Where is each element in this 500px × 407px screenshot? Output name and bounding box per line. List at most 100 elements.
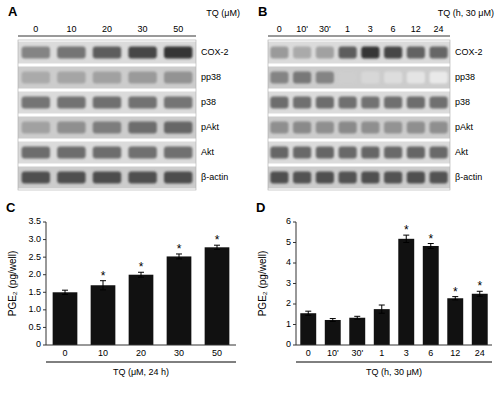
band [384, 171, 402, 183]
band [93, 46, 121, 58]
band [384, 96, 402, 108]
y-axis-line [46, 222, 47, 345]
bars [300, 235, 487, 345]
lane-label: 50 [173, 24, 183, 34]
x-tick-label: 10' [327, 348, 339, 358]
error-cap [379, 313, 385, 314]
error-cap [62, 294, 68, 295]
band [316, 146, 334, 158]
lane-label: 12 [411, 24, 421, 34]
y-tick-label: 1.5 [28, 287, 41, 297]
panel-label: D [256, 200, 265, 215]
y-tick-label: 6 [286, 216, 291, 226]
band [57, 171, 85, 183]
band [270, 146, 288, 158]
band-label: p38 [455, 97, 470, 107]
band-label: COX-2 [455, 47, 483, 57]
band-label: Akt [201, 147, 215, 157]
y-tick-label: 1.0 [28, 304, 41, 314]
band [361, 71, 379, 83]
significance-mark: * [428, 232, 433, 246]
y-tick-label: 5 [286, 237, 291, 247]
band [361, 46, 379, 58]
error-cap [428, 248, 434, 249]
y-tick [43, 292, 46, 293]
error-cap [305, 315, 311, 316]
lane-label: 30' [319, 24, 331, 34]
x-tick-label: 30' [351, 348, 363, 358]
significance-mark: * [404, 223, 409, 237]
bar [129, 275, 154, 345]
error-cap [452, 299, 458, 300]
band [430, 96, 448, 108]
y-axis-label: PGE₂ (pg/well) [7, 251, 18, 317]
band-label: pAkt [201, 122, 220, 132]
bar-panel: C00.51.01.52.02.53.03.5010203050TQ (μM, … [6, 200, 236, 377]
band [22, 46, 50, 58]
x-tick-label: 0 [62, 348, 67, 358]
bar [325, 320, 341, 345]
error-bar [354, 316, 360, 319]
band [270, 71, 288, 83]
band [57, 96, 85, 108]
x-tick-label: 12 [450, 348, 460, 358]
blot-strip [268, 92, 450, 114]
band [22, 146, 50, 158]
bar [398, 239, 414, 345]
band [164, 121, 192, 133]
y-tick [43, 222, 46, 223]
band-label: pp38 [201, 72, 221, 82]
y-tick-label: 3 [286, 278, 291, 288]
band [384, 71, 402, 83]
panel-label: B [258, 4, 267, 19]
band [93, 171, 121, 183]
bars [53, 245, 230, 345]
error-bar [330, 319, 336, 322]
band [316, 71, 334, 83]
band [270, 121, 288, 133]
bar [91, 285, 116, 345]
x-axis-label: TQ (μM) [206, 8, 240, 18]
x-axis-label: TQ (μM, 24 h) [113, 367, 169, 377]
band [164, 46, 192, 58]
error-line [65, 290, 66, 294]
band-label: Akt [455, 147, 469, 157]
band [293, 121, 311, 133]
bar [349, 318, 365, 345]
blot-frame [18, 40, 196, 190]
category-bracket [296, 362, 492, 363]
significance-mark: * [177, 242, 182, 256]
y-tick [293, 263, 296, 264]
y-tick-label: 1 [286, 319, 291, 329]
bar [472, 294, 488, 345]
band [128, 71, 156, 83]
band [384, 46, 402, 58]
band [339, 146, 357, 158]
lane-label: 24 [434, 24, 444, 34]
blot-strip [18, 142, 196, 164]
band [270, 46, 288, 58]
error-cap [176, 258, 182, 259]
bar [447, 298, 463, 345]
band-label: β-actin [455, 172, 482, 182]
bar [374, 309, 390, 345]
band [128, 46, 156, 58]
band [361, 96, 379, 108]
x-axis-line [46, 345, 236, 346]
category-bracket [46, 362, 236, 363]
x-tick-label: 30 [174, 348, 184, 358]
y-tick-label: 2.5 [28, 252, 41, 262]
band [128, 171, 156, 183]
band-label: β-actin [201, 172, 228, 182]
y-tick [293, 283, 296, 284]
bar-panel: D0123456010'30'1361224TQ (h, 30 μM)PGE₂ … [256, 200, 492, 377]
error-bar [305, 311, 311, 315]
band [293, 171, 311, 183]
band [407, 46, 425, 58]
band [407, 121, 425, 133]
error-cap [330, 321, 336, 322]
band [128, 121, 156, 133]
blot-frame [268, 40, 450, 190]
band [339, 171, 357, 183]
band [339, 71, 357, 83]
